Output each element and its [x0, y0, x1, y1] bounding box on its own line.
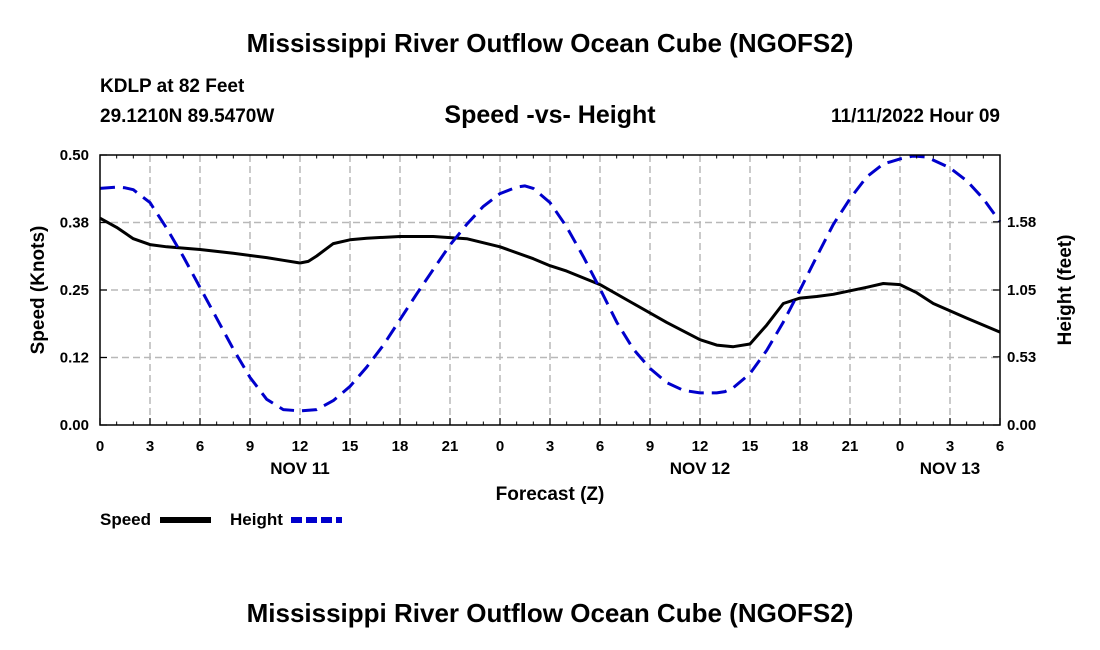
y2-tick-label: 0.00 [1007, 417, 1036, 434]
x-tick-label: 0 [496, 438, 504, 455]
y-tick-label: 0.38 [60, 215, 89, 232]
series-lines [99, 154, 1002, 413]
x-tick-label: 15 [342, 438, 359, 455]
series-line-speed [99, 216, 1001, 349]
forecast-datetime: 11/11/2022 Hour 09 [830, 106, 1000, 127]
x-tick-label: 9 [646, 438, 654, 455]
y-tick-label: 0.12 [60, 350, 89, 367]
y-axis-title: Speed (Knots) [28, 226, 49, 355]
x-tick-label: 6 [596, 438, 604, 455]
station-label: KDLP at 82 Feet [100, 76, 245, 97]
x-tick-label: 12 [692, 438, 709, 455]
x-tick-label: 0 [896, 438, 904, 455]
x-day-label: NOV 12 [670, 459, 730, 478]
x-tick-label: 6 [196, 438, 204, 455]
y-tick-label: 0.50 [60, 147, 89, 164]
x-axis-title: Forecast (Z) [496, 484, 605, 505]
series-line-height [99, 154, 1002, 413]
axis-ticks: 0 3 6 9 12 15 18 21 0 3 6 9 12 15 18 21 0 3 6 NOV 11 NOV 12 N… [60, 147, 1036, 478]
legend-label-speed: Speed [100, 510, 151, 529]
y-tick-label: 0.00 [60, 417, 89, 434]
x-tick-label: 3 [146, 438, 154, 455]
grid-lines [100, 155, 1000, 425]
x-tick-label: 12 [292, 438, 309, 455]
y2-tick-label: 0.53 [1007, 349, 1036, 366]
x-tick-label: 6 [996, 438, 1004, 455]
station-coordinates: 29.1210N 89.5470W [100, 106, 275, 127]
y2-axis-title: Height (feet) [1055, 235, 1076, 346]
x-tick-label: 21 [442, 438, 459, 455]
axis-labels: Forecast (Z) Speed (Knots) Height (feet) [28, 226, 1076, 505]
legend: Speed Height [100, 510, 342, 529]
footer-title: Mississippi River Outflow Ocean Cube (NG… [246, 598, 854, 628]
x-tick-label: 18 [392, 438, 409, 455]
y2-tick-label: 1.58 [1007, 214, 1036, 231]
chart-main-title: Mississippi River Outflow Ocean Cube (NG… [246, 28, 854, 58]
x-tick-label: 3 [546, 438, 554, 455]
legend-label-height: Height [230, 510, 283, 529]
x-day-label: NOV 13 [920, 459, 980, 478]
chart-subtitle: Speed -vs- Height [444, 101, 656, 129]
x-day-label: NOV 11 [270, 459, 330, 478]
y2-tick-label: 1.05 [1007, 282, 1036, 299]
x-tick-label: 15 [742, 438, 759, 455]
y-tick-label: 0.25 [60, 282, 89, 299]
x-tick-label: 3 [946, 438, 954, 455]
x-tick-label: 21 [842, 438, 859, 455]
x-tick-label: 18 [792, 438, 809, 455]
x-tick-label: 9 [246, 438, 254, 455]
x-tick-label: 0 [96, 438, 104, 455]
